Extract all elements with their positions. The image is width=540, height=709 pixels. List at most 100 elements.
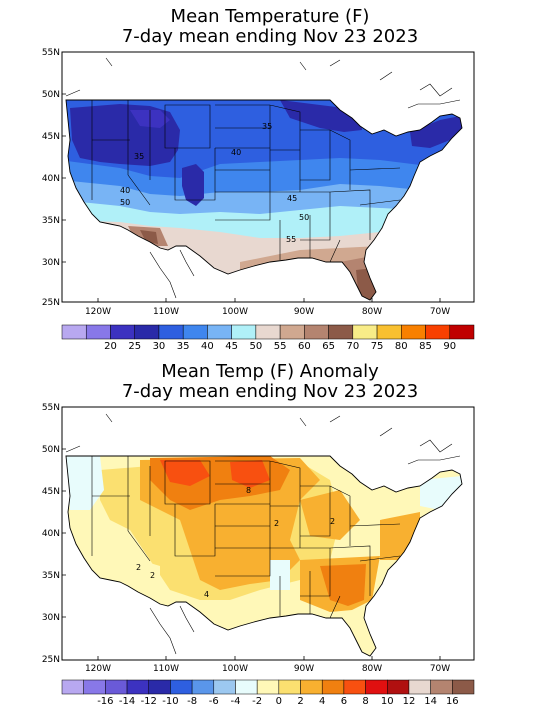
panel1-lat-labels: 55N 50N 45N 40N 35N 30N 25N — [42, 48, 60, 308]
panel1-colorbar-label: 20 — [104, 341, 117, 352]
panel2-lat-labels: 55N 50N 45N 40N 35N 30N 25N — [42, 403, 60, 665]
panel1-contour-label: 50 — [120, 198, 130, 207]
panel1-contour-labels: 35 35 40 40 45 50 55 50 — [120, 122, 309, 244]
panel2-colorbar-label: 10 — [381, 696, 394, 707]
panel2-lat-label: 35N — [42, 571, 60, 581]
panel1-lat-label: 40N — [42, 174, 60, 184]
panel2-colorbar-label: 16 — [446, 696, 459, 707]
panel1-colorbar-swatch — [231, 324, 257, 340]
panel2-frame — [61, 406, 475, 661]
panel2-colorbar-swatch — [83, 679, 106, 695]
panel2-colorbar-label: 2 — [297, 696, 303, 707]
panel1-lat-label: 35N — [42, 216, 60, 226]
panel1-lat-label: 25N — [42, 298, 60, 308]
panel1-colorbar-swatch — [134, 324, 160, 340]
panel1-colorbar-swatch — [401, 324, 426, 340]
panel1-lon-label: 120W — [85, 307, 111, 317]
panel1-contour-label: 45 — [287, 194, 297, 203]
panel1-contour-label: 35 — [262, 122, 272, 131]
panel2-ticks — [62, 448, 441, 660]
panel2-colorbar-label: -4 — [230, 696, 240, 707]
panel1-contour-label: 40 — [231, 148, 241, 157]
panel2-colorbar-label: 6 — [341, 696, 347, 707]
panel2-colorbar-label: -14 — [119, 696, 135, 707]
panel1-colorbar: 20 25 30 35 40 45 50 55 60 65 70 75 80 85 90 — [61, 324, 475, 352]
panel1-ticks — [62, 93, 441, 302]
panel1-colorbar-label: 75 — [371, 341, 384, 352]
panel2-colorbar-swatch — [365, 679, 388, 695]
panel2-colorbar-swatch — [105, 679, 128, 695]
panel2-colorbar-label: -6 — [209, 696, 219, 707]
panel2-colorbar-swatch — [430, 679, 453, 695]
panel1-colorbar-label: 40 — [201, 341, 214, 352]
panel1-lat-label: 55N — [42, 48, 60, 58]
panel1-colorbar-swatch — [110, 324, 135, 340]
panel2-title-line1: Mean Temp (F) Anomaly — [161, 361, 379, 382]
panel2-colorbar-label: 0 — [276, 696, 282, 707]
panel1-colorbar-label: 25 — [128, 341, 141, 352]
panel2-lat-label: 40N — [42, 529, 60, 539]
panel1-lon-labels: 120W 110W 100W 90W 80W 70W — [85, 307, 450, 317]
panel1-frame — [61, 51, 475, 303]
panel2-contour-label: 2 — [330, 517, 335, 526]
panel2-contour-labels: 8 2 2 2 4 2 — [136, 486, 335, 599]
panel1-colorbar-swatch — [255, 324, 281, 340]
panel1-lat-label: 50N — [42, 90, 60, 100]
panel2-lon-label: 120W — [85, 664, 111, 674]
panel1-colorbar-label: 45 — [225, 341, 238, 352]
panel1-lon-label: 70W — [430, 307, 450, 317]
panel1-colorbar-swatch — [449, 324, 475, 340]
panel2-colorbar: -16 -14 -12 -10 -8 -6 -4 -2 0 2 4 6 8 10 12 14 16 — [61, 679, 475, 707]
panel2-contour-label: 4 — [204, 590, 209, 599]
panel2-coastlines — [65, 413, 461, 655]
panel2-colorbar-label: -16 — [97, 696, 113, 707]
panel2-lat-label: 25N — [42, 655, 60, 665]
panel1-colorbar-swatch — [328, 324, 354, 340]
panel1-colorbar-swatch — [158, 324, 184, 340]
panel1-title-line2: 7-day mean ending Nov 23 2023 — [121, 26, 419, 47]
panel1-contour-label: 55 — [286, 235, 296, 244]
panel1-colorbar-swatch — [376, 324, 402, 340]
panel2-colorbar-swatch — [235, 679, 258, 695]
panel2-colorbar-label: 12 — [403, 696, 416, 707]
panel1-colorbar-label: 80 — [395, 341, 408, 352]
panel1-colorbar-swatch — [279, 324, 305, 340]
panel2-colorbar-label: -2 — [252, 696, 262, 707]
panel1-title-line1: Mean Temperature (F) — [170, 6, 370, 27]
panel1-colorbar-label: 65 — [322, 341, 335, 352]
panel2-colorbar-swatch — [61, 679, 84, 695]
panel2-colorbar-swatch — [387, 679, 410, 695]
panel2-lon-label: 100W — [222, 664, 248, 674]
panel2-colorbar-swatch — [321, 679, 345, 695]
panel1-colorbar-swatch — [304, 324, 329, 340]
panel2-lat-label: 45N — [42, 487, 60, 497]
panel1-contour-label: 40 — [120, 186, 130, 195]
panel2-colorbar-label: 14 — [424, 696, 437, 707]
panel2-title-line2: 7-day mean ending Nov 23 2023 — [121, 381, 419, 402]
panel2-colorbar-swatch — [191, 679, 215, 695]
panel2-colorbar-swatch — [452, 679, 475, 695]
panel2-colorbar-swatch — [126, 679, 149, 695]
panel2-colorbar-swatch — [213, 679, 236, 695]
panel1-colorbar-label: 85 — [419, 341, 432, 352]
panel1-colorbar-swatch — [61, 324, 87, 340]
panel2-colorbar-swatch — [170, 679, 193, 695]
panel2-lat-label: 50N — [42, 445, 60, 455]
panel1-contour-label: 35 — [134, 152, 144, 161]
panel2-colorbar-swatch — [256, 679, 280, 695]
panel2-colorbar-swatch — [300, 679, 323, 695]
panel1-colorbar-swatch — [182, 324, 208, 340]
panel2-contour-label: 2 — [274, 519, 279, 528]
panel1-contour-label: 50 — [299, 213, 309, 222]
panel1-lat-label: 30N — [42, 258, 60, 268]
panel2-colorbar-label: -10 — [162, 696, 178, 707]
panel1-colorbar-swatch — [425, 324, 451, 340]
panel1-colorbar-label: 30 — [153, 341, 166, 352]
panel1-colorbar-label: 90 — [443, 341, 456, 352]
panel2-colorbar-label: -8 — [187, 696, 197, 707]
panel1-lon-label: 100W — [222, 307, 248, 317]
panel2-lon-label: 70W — [430, 664, 450, 674]
panel2-contour-label: 8 — [246, 486, 251, 495]
panel1-state-boundaries — [91, 100, 401, 263]
